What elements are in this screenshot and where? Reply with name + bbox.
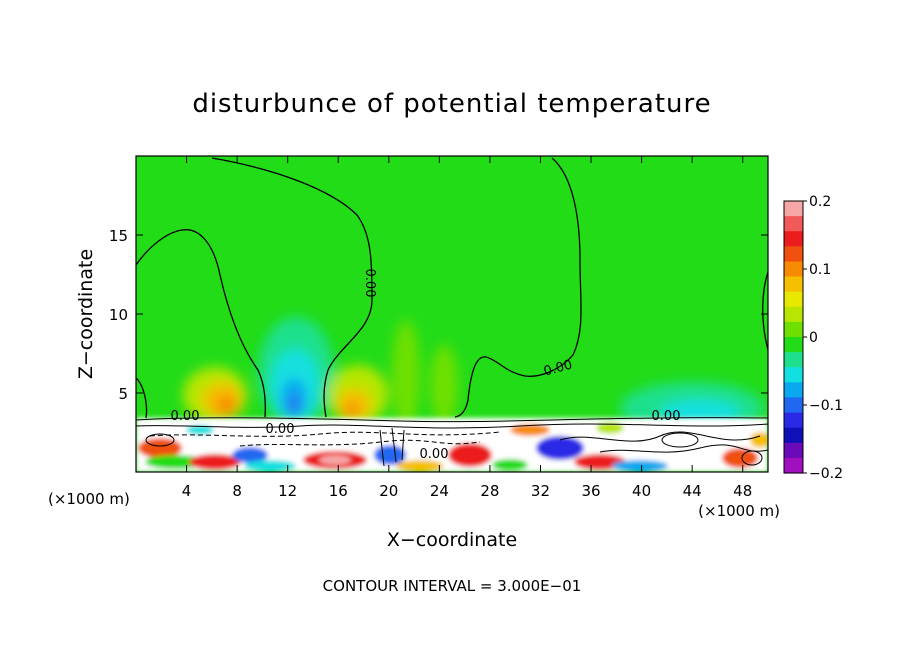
- bl-patch: [396, 460, 444, 472]
- bl-patch: [145, 455, 205, 469]
- colorbar-tick-label: −0.1: [809, 398, 843, 414]
- colorbar-swatch: [784, 246, 803, 263]
- bl-patch: [722, 448, 758, 468]
- y-tick-label: 5: [118, 385, 128, 403]
- chart-title: disturbunce of potential temperature: [192, 89, 711, 119]
- contour-label: 0.00: [542, 357, 574, 379]
- contour-label: 0.00: [652, 409, 681, 424]
- colorbar-swatch: [784, 427, 803, 444]
- warm-blob: [430, 345, 458, 425]
- colorbar-swatch: [784, 216, 803, 232]
- colorbar-swatch: [784, 442, 803, 459]
- x-tick-label: 28: [480, 482, 499, 500]
- colorbar-tick-label: 0.1: [809, 262, 831, 278]
- bl-patch: [244, 460, 296, 472]
- contour-label: 0.00: [266, 422, 295, 437]
- warm-blob: [216, 395, 236, 415]
- colorbar-swatch: [784, 412, 803, 429]
- boundary-contours: [136, 417, 768, 467]
- x-tick-label: 40: [632, 482, 651, 500]
- contour-label: 0.00: [420, 447, 449, 462]
- zero-contour-line: [136, 377, 148, 419]
- bl-patch: [660, 445, 720, 465]
- bl-patch: [138, 438, 182, 458]
- bl-contour: [741, 450, 763, 466]
- colorbar: 0.2 0.1 0 −0.1 −0.2: [783, 194, 843, 482]
- bl-contour: [599, 444, 768, 453]
- colorbar-swatch: [784, 382, 803, 399]
- colorbar-swatch: [784, 276, 803, 293]
- bl-patch: [186, 425, 214, 435]
- bl-patch: [536, 436, 584, 460]
- bl-patch: [189, 454, 241, 470]
- contour-labels: 0.00 0.00 0.00 0.00 0.00 0.00: [171, 269, 681, 462]
- colorbar-swatch: [784, 352, 803, 368]
- bl-contour: [136, 417, 768, 423]
- colorbar-tick-label: 0.2: [809, 194, 831, 210]
- x-tick-label: 24: [430, 482, 449, 500]
- colorbar-tick-label: 0: [809, 330, 818, 346]
- colorbar-swatch: [784, 261, 803, 278]
- contour-label: 0.00: [171, 409, 200, 424]
- bl-contour: [379, 427, 405, 467]
- bl-contour: [239, 439, 481, 447]
- x-tick-label: 32: [531, 482, 550, 500]
- colorbar-swatch: [784, 201, 803, 217]
- bl-contour: [559, 431, 761, 442]
- contour-label: 0.00: [362, 269, 377, 298]
- bl-contour: [145, 433, 175, 447]
- colorbar-ticks: 0.2 0.1 0 −0.1 −0.2: [803, 194, 843, 482]
- bl-patch: [510, 424, 550, 436]
- colorbar-swatches: [784, 201, 803, 474]
- bl-patch: [319, 455, 351, 465]
- colorbar-tick-label: −0.2: [809, 466, 843, 482]
- zero-contours: [136, 157, 768, 419]
- zero-contour-line: [454, 157, 582, 418]
- x-tick-label: 4: [182, 482, 192, 500]
- bl-patch: [596, 422, 624, 434]
- colorbar-swatch: [784, 367, 803, 383]
- zero-contour-line: [136, 229, 266, 418]
- colorbar-swatch: [784, 321, 803, 338]
- x-unit-label-left: (×1000 m): [48, 490, 130, 508]
- colorbar-swatch: [784, 457, 803, 474]
- x-ticks: 4 8 12 16 20 24 28 32 36 40 44 48: [182, 156, 752, 500]
- bl-patch: [232, 447, 268, 463]
- colorbar-swatch: [784, 397, 803, 414]
- bl-contour: [136, 423, 768, 429]
- bl-contour: [661, 432, 699, 448]
- bl-patch: [750, 432, 768, 448]
- boundary-layer: [136, 418, 768, 472]
- x-tick-label: 36: [581, 482, 600, 500]
- warm-blob: [344, 403, 360, 417]
- bl-contour: [149, 431, 501, 437]
- cool-blob: [288, 395, 300, 415]
- y-tick-label: 10: [109, 306, 128, 324]
- y-tick-label: 15: [109, 227, 128, 245]
- x-tick-label: 12: [278, 482, 297, 500]
- x-tick-label: 16: [329, 482, 348, 500]
- zero-contour-line: [762, 271, 768, 351]
- x-tick-label: 48: [733, 482, 752, 500]
- colorbar-swatch: [784, 306, 803, 323]
- bl-patch: [612, 460, 668, 472]
- bl-patch: [448, 443, 492, 467]
- bl-patch: [374, 445, 406, 465]
- colorbar-swatch: [784, 291, 803, 308]
- y-axis-label: Z−coordinate: [75, 249, 97, 379]
- x-axis-label: X−coordinate: [387, 529, 517, 551]
- y-ticks: 5 10 15: [109, 227, 768, 403]
- warm-blob: [392, 320, 420, 430]
- zero-contour-line: [211, 157, 373, 418]
- x-tick-label: 44: [683, 482, 702, 500]
- colorbar-swatch: [784, 337, 803, 353]
- x-tick-label: 8: [232, 482, 242, 500]
- x-tick-label: 20: [379, 482, 398, 500]
- bl-patch: [492, 459, 528, 471]
- x-unit-label-right: (×1000 m): [698, 502, 780, 520]
- colorbar-swatch: [784, 231, 803, 247]
- contour-interval-note: CONTOUR INTERVAL = 3.000E−01: [323, 577, 582, 595]
- plot-area: 0.00 0.00 0.00 0.00 0.00 0.00: [136, 156, 768, 472]
